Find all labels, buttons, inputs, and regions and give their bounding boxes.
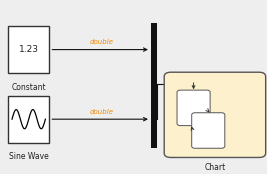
FancyBboxPatch shape [8,26,49,73]
FancyBboxPatch shape [8,96,49,143]
Text: 1.23: 1.23 [19,45,39,54]
FancyBboxPatch shape [192,113,225,148]
Text: Chart: Chart [204,163,226,172]
Text: double: double [89,39,113,45]
Text: Sine Wave: Sine Wave [9,152,49,161]
FancyBboxPatch shape [164,72,266,157]
Text: Constant: Constant [11,83,46,92]
FancyBboxPatch shape [177,90,210,126]
Text: double: double [89,109,113,115]
FancyBboxPatch shape [151,23,157,148]
